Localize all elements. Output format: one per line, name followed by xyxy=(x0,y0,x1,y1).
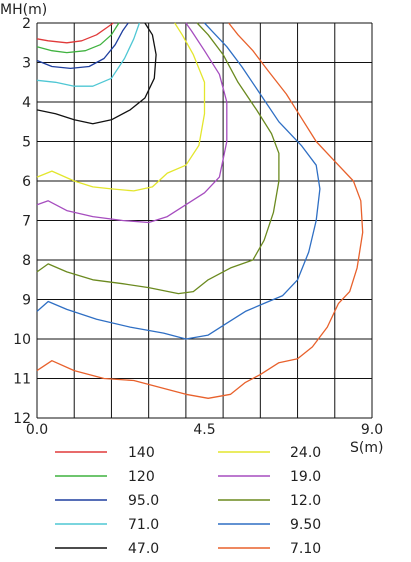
contour-line-0 xyxy=(36,22,114,44)
legend-label: 24.0 xyxy=(290,445,321,461)
contour-line-8 xyxy=(36,22,321,340)
legend-label: 7.10 xyxy=(290,541,321,557)
series-lines xyxy=(36,22,364,399)
y-tick-label: 4 xyxy=(22,95,31,111)
x-tick-labels: 0.0 4.5 9.0 xyxy=(26,422,383,438)
y-tick-label: 11 xyxy=(13,372,31,388)
y-tick-label: 7 xyxy=(22,214,31,230)
contour-line-4 xyxy=(36,22,157,125)
contour-line-6 xyxy=(36,22,228,224)
contour-line-7 xyxy=(36,22,280,295)
contour-line-3 xyxy=(36,22,141,87)
legend-label: 9.50 xyxy=(290,517,321,533)
contour-line-2 xyxy=(36,22,129,70)
contour-line-9 xyxy=(36,22,364,399)
y-tick-labels: 2 3 4 5 6 7 8 9 10 11 12 xyxy=(13,16,31,427)
y-axis-label: MH(m) xyxy=(0,2,47,18)
legend-label: 19.0 xyxy=(290,469,321,485)
legend-label: 12.0 xyxy=(290,493,321,509)
legend-label: 95.0 xyxy=(128,493,159,509)
y-tick-label: 10 xyxy=(13,332,31,348)
legend-label: 120 xyxy=(128,469,155,485)
legend: 140 120 95.0 71.0 47.0 24.0 19.0 12.0 9.50 7.10 xyxy=(55,445,321,557)
y-tick-label: 2 xyxy=(22,16,31,32)
x-axis-label: S(m) xyxy=(350,440,383,456)
x-tick-label: 0.0 xyxy=(26,422,48,438)
contour-line-1 xyxy=(36,22,120,54)
y-tick-label: 3 xyxy=(22,56,31,72)
y-tick-label: 12 xyxy=(13,411,31,427)
legend-label: 140 xyxy=(128,445,155,461)
y-tick-label: 6 xyxy=(22,174,31,190)
legend-label: 47.0 xyxy=(128,541,159,557)
y-tick-label: 9 xyxy=(22,293,31,309)
y-tick-label: 8 xyxy=(22,253,31,269)
contour-line-5 xyxy=(36,22,206,192)
x-tick-label: 9.0 xyxy=(361,422,383,438)
x-tick-label: 4.5 xyxy=(193,422,215,438)
legend-label: 71.0 xyxy=(128,517,159,533)
y-tick-label: 5 xyxy=(22,135,31,151)
